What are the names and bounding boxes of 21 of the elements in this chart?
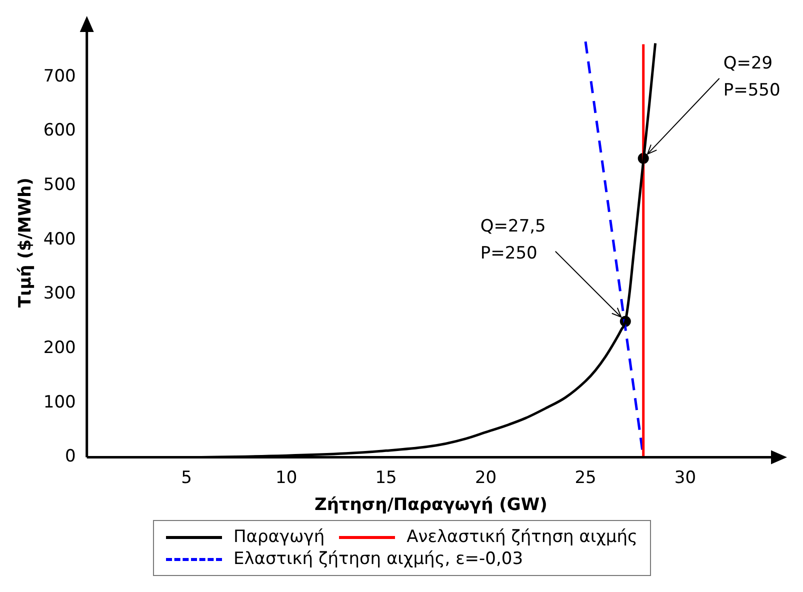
x-tick-label: 5 — [181, 468, 192, 488]
x-axis-title: Ζήτηση/Παραγωγή (GW) — [314, 495, 548, 516]
y-tick-label: 400 — [43, 229, 76, 250]
x-tick-label: 20 — [474, 468, 497, 488]
y-tick-label: 700 — [43, 66, 76, 86]
x-tick-label: 25 — [574, 468, 596, 488]
y-tick-label: 100 — [43, 392, 76, 412]
y-tick-label: 200 — [43, 338, 76, 358]
x-tick-label: 15 — [375, 468, 397, 488]
y-axis-title: Τιμή ($/MWh) — [16, 178, 36, 308]
annotation: Q=27,5 P=250 — [480, 216, 546, 264]
y-tick-label: 500 — [43, 174, 76, 195]
y-tick-label: 600 — [43, 120, 76, 141]
y-tick-label: 0 — [65, 446, 76, 467]
legend-label: Ελαστική ζήτηση αιχμής, ε=-0,03 — [234, 549, 524, 569]
x-tick-label: 10 — [275, 468, 298, 488]
y-tick-label: 300 — [43, 284, 76, 304]
legend-label: Παραγωγή — [234, 527, 325, 547]
annotation: Q=29 P=550 — [723, 53, 780, 100]
legend-label: Ανελαστική ζήτηση αιχμής — [406, 527, 638, 547]
x-tick-label: 30 — [674, 468, 696, 488]
